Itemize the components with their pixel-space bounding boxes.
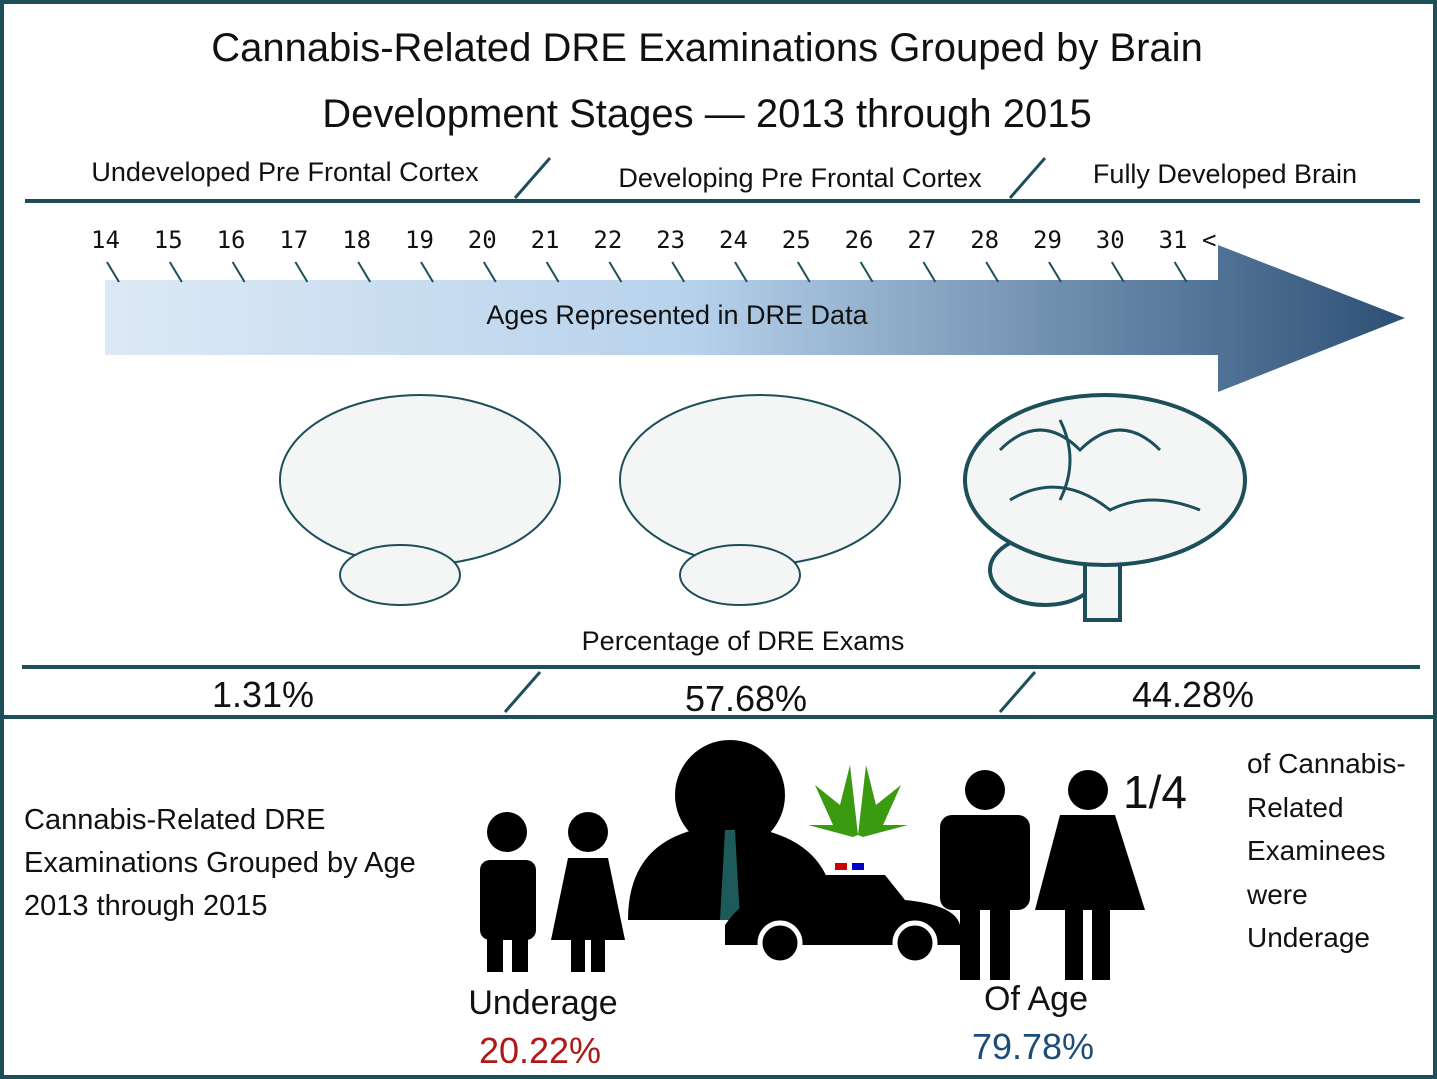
age-label: 15 (153, 226, 183, 254)
title: Development Stages — 2013 through 2015 (322, 92, 1092, 136)
age-label: 27 (907, 226, 937, 254)
age-label: 28 (970, 226, 1000, 254)
age-tick (420, 261, 434, 283)
percentage-heading: Percentage of DRE Exams (581, 626, 905, 656)
divider (503, 671, 542, 713)
age-tick (734, 261, 748, 283)
section-title: 2013 through 2015 (24, 890, 268, 922)
section-title: Cannabis-Related DRE (24, 804, 326, 836)
leaf (808, 765, 908, 837)
stage-percentage: 1.31% (211, 674, 315, 715)
fraction: 1/4 (1123, 766, 1187, 818)
age-tick (294, 261, 309, 283)
stage-label: Fully Developed Brain (1092, 159, 1358, 189)
age-tick (545, 261, 560, 283)
age-label: 18 (342, 226, 372, 254)
age-tick (482, 261, 497, 283)
age-tick (1173, 261, 1188, 283)
age-label: 16 (216, 226, 246, 254)
group-label: Underage (468, 984, 618, 1022)
age-label: 23 (656, 226, 686, 254)
age-label: 22 (593, 226, 623, 254)
divider (513, 157, 552, 199)
group-label: Of Age (984, 980, 1088, 1018)
title: Cannabis-Related DRE Examinations Groupe… (211, 26, 1203, 70)
stage-percentage: 57.68% (684, 678, 808, 719)
age-tick (1048, 261, 1062, 283)
note: were (1247, 878, 1308, 910)
arrow-label: Ages Represented in DRE Data (486, 300, 868, 330)
age-tick (985, 261, 1000, 283)
note: Examinees (1247, 835, 1386, 866)
age-label: 17 (279, 226, 309, 254)
age-label: 24 (719, 226, 748, 254)
brains (279, 393, 1247, 622)
age-tick (671, 261, 686, 283)
age-arrow (105, 245, 1405, 392)
age-tick (357, 261, 372, 283)
age-label: 20 (467, 226, 497, 254)
stage-label: Developing Pre Frontal Cortex (618, 163, 982, 193)
stage-percentage: 44.28% (1131, 674, 1255, 715)
group-percentage: 79.78% (971, 1026, 1095, 1067)
age-tick (106, 261, 120, 283)
age-tick (922, 261, 937, 283)
age-tick (608, 261, 623, 283)
age-label: 25 (781, 226, 811, 254)
age-tick (168, 261, 183, 283)
note: Underage (1247, 922, 1370, 953)
age-tick (1110, 261, 1125, 283)
age-label: 31 < (1158, 226, 1217, 254)
age-label: 14 (91, 226, 120, 254)
people-icons (480, 740, 1145, 980)
age-label: 30 (1095, 226, 1125, 254)
age-tick (231, 261, 246, 283)
stage-label: Undeveloped Pre Frontal Cortex (91, 157, 479, 187)
divider (998, 671, 1037, 713)
age-label: 21 (530, 226, 560, 254)
age-label: 29 (1033, 226, 1062, 254)
age-label: 19 (405, 226, 434, 254)
age-tick (859, 261, 874, 283)
age-tick (796, 261, 811, 283)
note: Related (1247, 791, 1344, 823)
section-title: Examinations Grouped by Age (24, 847, 416, 879)
note: of Cannabis- (1247, 748, 1406, 779)
group-percentage: 20.22% (478, 1030, 602, 1071)
age-label: 26 (844, 226, 874, 254)
divider (1008, 157, 1047, 199)
